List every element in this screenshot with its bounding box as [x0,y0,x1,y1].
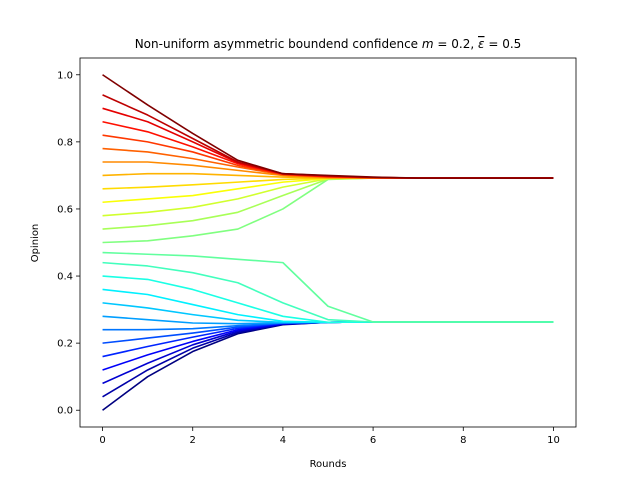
x-axis-label: Rounds [310,459,347,470]
y-tick-label: 1.0 [57,70,73,81]
x-tick-label: 10 [547,435,560,446]
y-tick-label: 0.6 [57,204,73,215]
chart-title: Non-uniform asymmetric boundend confiden… [135,37,522,51]
x-axis-ticks: 0 2 4 6 8 10 [99,427,560,446]
y-tick-label: 0.2 [57,339,73,350]
y-tick-label: 0.0 [57,406,73,417]
x-tick-label: 6 [370,435,376,446]
y-axis-label: Opinion [30,224,41,263]
title-eps-value: 0.5 [502,37,521,51]
title-eps-symbol: ε [478,37,485,51]
x-tick-label: 2 [190,435,196,446]
y-tick-label: 0.4 [57,272,73,283]
chart-title-text: Non-uniform asymmetric boundend confiden… [135,37,418,51]
y-tick-label: 0.8 [57,137,73,148]
opinion-trajectory-12 [102,251,554,323]
x-tick-label: 4 [280,435,286,446]
title-m-value: 0.2 [451,37,470,51]
title-m-symbol: m [422,37,434,51]
opinion-trajectory-25 [102,74,554,179]
x-tick-label: 0 [99,435,105,446]
plot-frame [79,57,577,428]
x-tick-label: 8 [460,435,466,446]
series-layer [102,74,554,411]
y-axis-ticks: 0.0 0.2 0.4 0.6 0.8 1.0 [57,70,80,417]
